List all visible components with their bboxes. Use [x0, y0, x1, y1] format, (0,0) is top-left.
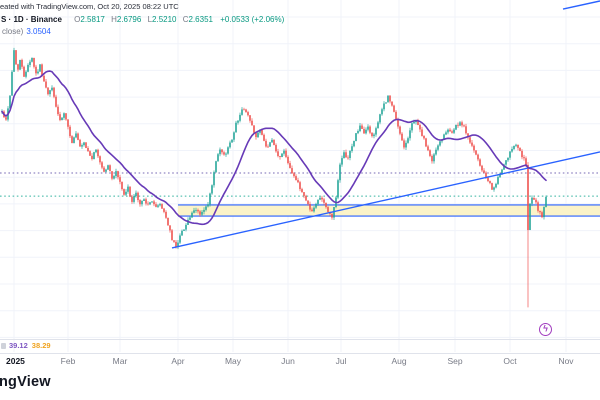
axis-month-label: Apr [171, 356, 185, 366]
high-label: H [111, 15, 117, 24]
rsi-value-2: 38.29 [31, 341, 51, 350]
symbol-legend[interactable]: S · 1D · Binance O2.5817 H2.6796 L2.5210… [1, 15, 284, 24]
flash-idea-marker[interactable]: ϟ [539, 323, 552, 336]
ma-indicator-legend[interactable]: close) 3.0504 [2, 27, 51, 36]
axis-year-label: 2025 [6, 356, 25, 366]
axis-month-label: Feb [60, 356, 76, 366]
symbol-title[interactable]: S · 1D · Binance [1, 15, 62, 24]
axis-month-label: Mar [112, 356, 128, 366]
attribution-text: eated with TradingView.com, Oct 20, 2025… [0, 2, 179, 11]
rsi-indicator-legend[interactable]: 39.12 38.29 [1, 341, 51, 350]
tradingview-logo[interactable]: ngView [0, 374, 51, 390]
indicator-icon [1, 343, 6, 349]
low-value: 2.5210 [152, 15, 177, 24]
axis-month-label: Oct [503, 356, 517, 366]
ma-line[interactable] [1, 70, 547, 226]
ma-indicator-value: 3.0504 [26, 27, 51, 36]
axis-month-label: Jun [281, 356, 295, 366]
axis-month-label: Aug [391, 356, 407, 366]
support-zone-rect[interactable] [178, 204, 600, 217]
open-value: 2.5817 [80, 15, 105, 24]
candles-group [1, 47, 547, 308]
close-label: C [182, 15, 189, 24]
change-value: +0.0533 (+2.06%) [220, 15, 285, 24]
high-value: 2.6796 [116, 15, 142, 24]
close-value: 2.6351 [188, 15, 213, 24]
rsi-value-1: 39.12 [9, 341, 28, 350]
time-axis[interactable]: 2025 Feb Mar Apr May Jun Jul Aug Sep Oct Nov [0, 356, 600, 370]
axis-month-label: Jul [335, 356, 347, 366]
ma-indicator-label: close) [2, 27, 24, 36]
lightning-icon: ϟ [543, 323, 548, 334]
axis-month-label: Nov [558, 356, 574, 366]
open-label: O [74, 15, 81, 24]
axis-month-label: May [224, 356, 242, 366]
price-chart[interactable] [0, 0, 600, 372]
axis-month-label: Sep [447, 356, 463, 366]
low-label: L [147, 15, 153, 24]
upper-corner-trendline[interactable] [562, 0, 600, 10]
